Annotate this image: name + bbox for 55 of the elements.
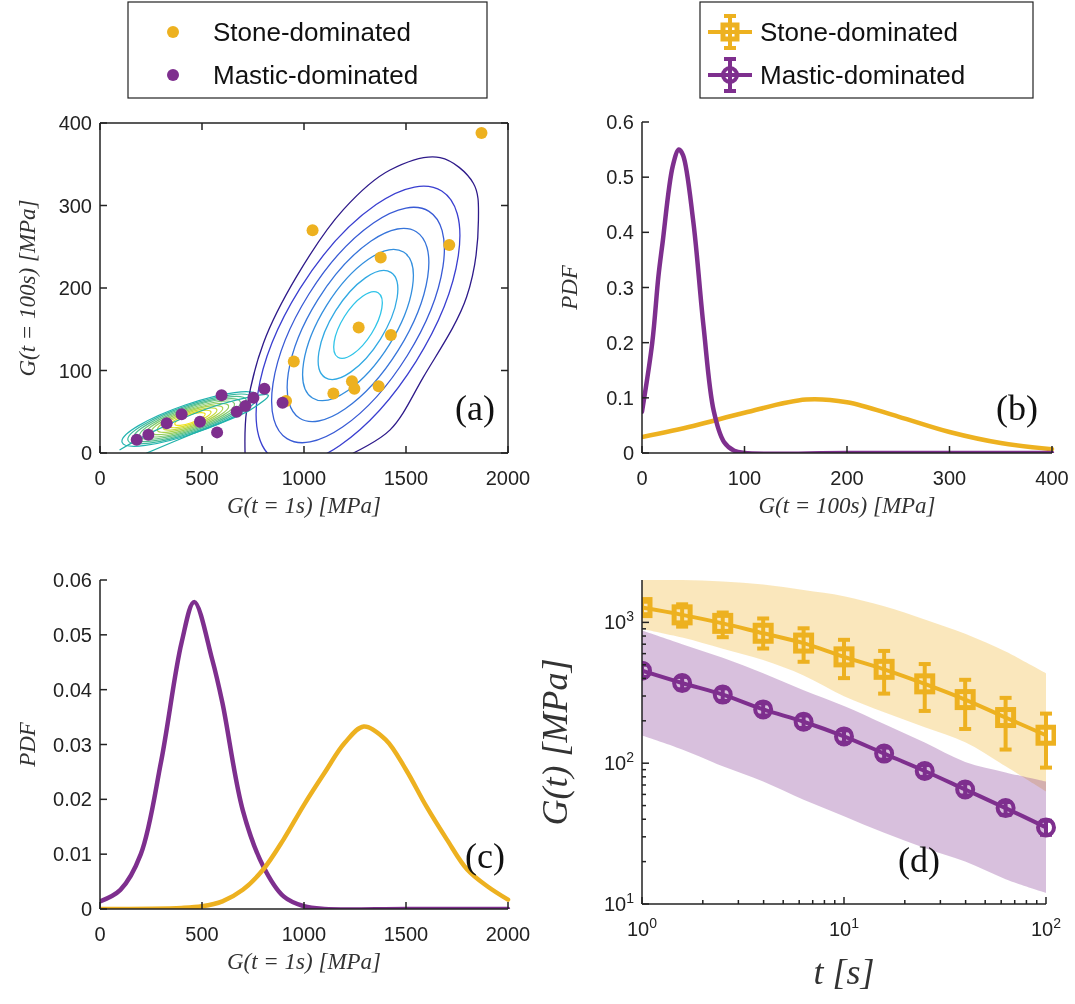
y-tick-label: 10$^{2}$ xyxy=(603,749,635,775)
x-tick-label: 1500 xyxy=(383,467,429,489)
y-tick-label: 0.3 xyxy=(606,276,634,299)
x-tick-label: 0 xyxy=(94,923,106,945)
x-tick-label: 100 xyxy=(727,467,762,489)
y-tick-label: 0 xyxy=(80,898,92,920)
x-axis-title: G(t = 1s) [MPa] xyxy=(226,949,382,974)
x-tick-label: 10$^{0}$ xyxy=(626,915,658,940)
y-tick-label: 0.06 xyxy=(53,569,92,591)
y-tick-label: 100 xyxy=(58,359,92,382)
y-axis-title: PDF xyxy=(557,264,582,311)
x-tick-label: 10$^{2}$ xyxy=(1030,915,1062,940)
legend-label: Mastic-dominated xyxy=(760,60,966,90)
annotation: (b) xyxy=(996,388,1038,428)
x-tick-label: 1500 xyxy=(383,923,429,945)
y-axis-title: G(t) [MPa] xyxy=(535,658,575,826)
y-tick-label: 10$^{1}$ xyxy=(603,890,635,915)
y-tick-label: 0.6 xyxy=(606,111,634,133)
annotation: (c) xyxy=(465,836,505,876)
y-tick-label: 0.02 xyxy=(53,788,92,811)
y-tick-label: 0.01 xyxy=(53,843,92,866)
y-tick-label: 0 xyxy=(80,442,92,464)
y-tick-label: 0.2 xyxy=(606,331,634,354)
x-tick-label: 1000 xyxy=(281,467,327,489)
legend-label: Stone-dominated xyxy=(760,17,959,47)
y-tick-label: 10$^{3}$ xyxy=(603,608,635,634)
y-tick-label: 0.4 xyxy=(606,221,634,244)
x-tick-label: 400 xyxy=(1035,467,1069,489)
annotation: (d) xyxy=(898,840,940,880)
y-tick-label: 0.04 xyxy=(53,678,92,701)
y-axis-title: PDF xyxy=(15,721,40,768)
y-tick-label: 400 xyxy=(58,112,92,134)
x-tick-label: 0 xyxy=(94,467,106,489)
x-axis-title: t [s] xyxy=(813,952,875,992)
y-tick-label: 0.5 xyxy=(606,166,634,189)
legend-label: Stone-dominated xyxy=(213,17,412,47)
y-tick-label: 0.03 xyxy=(53,733,92,756)
y-tick-label: 200 xyxy=(58,277,92,299)
x-axis-title: G(t = 100s) [MPa] xyxy=(758,493,936,518)
y-tick-label: 300 xyxy=(58,194,92,217)
x-tick-label: 1000 xyxy=(281,923,327,945)
legend-label: Mastic-dominated xyxy=(213,60,419,90)
y-axis-title: G(t = 100s) [MPa] xyxy=(15,199,40,377)
x-tick-label: 200 xyxy=(830,467,864,489)
y-tick-label: 0 xyxy=(622,442,634,464)
annotation: (a) xyxy=(455,388,495,428)
x-tick-label: 500 xyxy=(185,923,219,945)
x-tick-label: 2000 xyxy=(485,923,531,945)
x-tick-label: 2000 xyxy=(485,467,531,489)
x-tick-label: 300 xyxy=(932,467,967,489)
y-tick-label: 0.1 xyxy=(606,386,634,409)
x-axis-title: G(t = 1s) [MPa] xyxy=(226,493,382,518)
y-tick-label: 0.05 xyxy=(53,623,92,646)
x-tick-label: 500 xyxy=(185,467,219,489)
x-tick-label: 10$^{1}$ xyxy=(828,915,860,940)
